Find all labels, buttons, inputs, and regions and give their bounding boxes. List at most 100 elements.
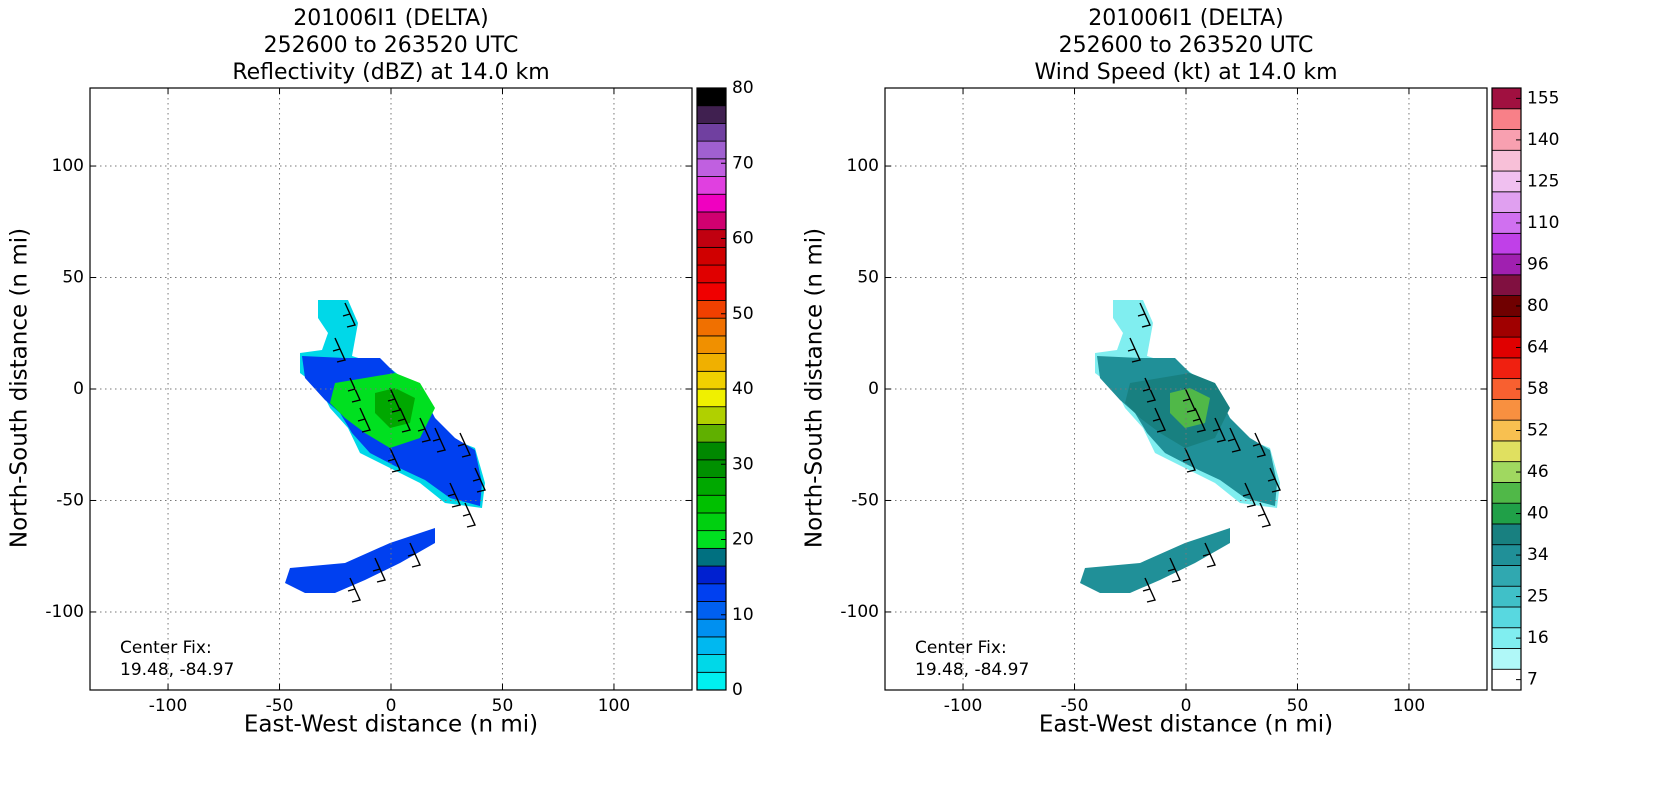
colorbar-bin	[696, 370, 727, 390]
wind-barb	[1267, 467, 1281, 493]
colorbar-tick-label: 58	[1527, 379, 1549, 399]
colorbar-bin	[696, 547, 727, 567]
colorbar-bin	[1491, 149, 1522, 172]
wind-barb	[387, 387, 401, 413]
x-tick-label: 100	[1393, 696, 1425, 716]
colorbar-tick-label: 60	[732, 229, 754, 249]
colorbar-bin	[1491, 315, 1522, 338]
colorbar-bin	[696, 87, 727, 107]
colorbar-bin	[1491, 565, 1522, 587]
colorbar-bin	[696, 441, 727, 461]
colorbar-tick-label: 30	[732, 454, 754, 474]
colorbar-tick-label: 46	[1527, 462, 1549, 482]
x-tick-label: -100	[149, 696, 188, 716]
x-tick-label: 100	[598, 696, 630, 716]
colorbar-bin	[696, 123, 727, 142]
y-tick-label: 50	[857, 268, 879, 288]
x-tick-label: -100	[944, 696, 983, 716]
wind-barb	[1192, 407, 1206, 433]
wind-barb	[342, 302, 356, 328]
wind-barb	[372, 557, 386, 583]
x-tick-label: -50	[266, 696, 294, 716]
echo-region	[285, 528, 435, 593]
colorbar-bin	[1491, 523, 1522, 546]
colorbar-tick-label: 34	[1527, 545, 1549, 565]
colorbar-bin	[696, 282, 727, 301]
colorbar-bin	[696, 317, 727, 337]
colorbar-bin	[696, 477, 727, 496]
x-tick-label: 50	[492, 696, 514, 716]
colorbar-tick-label: 140	[1527, 130, 1559, 150]
colorbar-bin	[696, 424, 727, 443]
colorbar-tick-label: 7	[1527, 670, 1538, 690]
colorbar-tick-label: 20	[732, 530, 754, 550]
colorbar-bin	[1491, 606, 1522, 629]
colorbar-bin	[696, 264, 727, 284]
colorbar-tick-label: 50	[732, 304, 754, 324]
colorbar-bin	[1491, 398, 1522, 421]
x-axis-label: East-West distance (n mi)	[244, 712, 538, 738]
y-tick-label: 0	[73, 379, 84, 399]
colorbar-bin	[696, 618, 727, 638]
panel: 201006I1 (DELTA)252600 to 263520 UTCRefl…	[7, 6, 754, 738]
wind-barb	[357, 407, 371, 433]
colorbar-bin	[1491, 191, 1522, 213]
wind-barb	[472, 467, 486, 493]
chart-title: 201006I1 (DELTA)	[1088, 6, 1283, 31]
colorbar-tick-label: 25	[1527, 587, 1549, 607]
y-tick-label: 0	[868, 379, 879, 399]
wind-barb	[397, 407, 411, 433]
colorbar-bin	[696, 459, 727, 478]
wind-barb	[1137, 302, 1151, 328]
colorbar-tick-label: 16	[1527, 628, 1549, 648]
annotation: Center Fix:	[120, 638, 212, 658]
wind-barb	[1167, 557, 1181, 583]
colorbar-bin	[1491, 357, 1522, 380]
y-tick-label: -50	[56, 490, 84, 510]
wind-barb	[1212, 417, 1226, 443]
wind-barb	[1202, 542, 1216, 568]
colorbar-bin	[696, 671, 727, 691]
colorbar-bin	[1491, 440, 1522, 463]
x-tick-label: 50	[1287, 696, 1309, 716]
colorbar-bin	[696, 158, 727, 177]
plot-frame	[884, 87, 1488, 691]
field-label: Reflectivity (dBZ) at 14.0 km	[232, 60, 549, 85]
wind-barb	[387, 447, 401, 473]
wind-barb	[407, 542, 421, 568]
annotation: Center Fix:	[915, 638, 1007, 658]
y-tick-label: 50	[62, 268, 84, 288]
wind-barb	[1242, 482, 1256, 508]
colorbar-bin	[1491, 648, 1522, 670]
wind-barb	[1142, 377, 1156, 403]
colorbar-bin	[696, 176, 727, 195]
colorbar-tick-label: 70	[732, 153, 754, 173]
wind-barb	[417, 417, 431, 443]
colorbar-bin	[1491, 108, 1522, 130]
y-tick-label: -100	[45, 602, 84, 622]
wind-barb	[347, 377, 361, 403]
colorbar-tick-label: 96	[1527, 254, 1549, 274]
colorbar-bin	[696, 105, 727, 124]
colorbar-tick-label: 110	[1527, 213, 1559, 233]
wind-barb	[1182, 447, 1196, 473]
annotation: 19.48, -84.97	[915, 660, 1029, 680]
colorbar-bin	[696, 565, 727, 585]
wind-barb	[347, 577, 361, 603]
wind-barb	[1127, 337, 1141, 363]
y-tick-label: -50	[851, 490, 879, 510]
colorbar-tick-label: 155	[1527, 88, 1559, 108]
chart-title: 201006I1 (DELTA)	[293, 6, 488, 31]
wind-barb	[1182, 387, 1196, 413]
y-tick-label: -100	[840, 602, 879, 622]
annotation: 19.48, -84.97	[120, 660, 234, 680]
x-axis-label: East-West distance (n mi)	[1039, 712, 1333, 738]
wind-barb	[1152, 407, 1166, 433]
panel: 201006I1 (DELTA)252600 to 263520 UTCWind…	[802, 6, 1560, 738]
field-label: Wind Speed (kt) at 14.0 km	[1034, 60, 1337, 85]
colorbar-bin	[1491, 274, 1522, 296]
colorbar-bin	[696, 193, 727, 213]
colorbar-bin	[696, 654, 727, 673]
colorbar-tick-label: 80	[1527, 296, 1549, 316]
